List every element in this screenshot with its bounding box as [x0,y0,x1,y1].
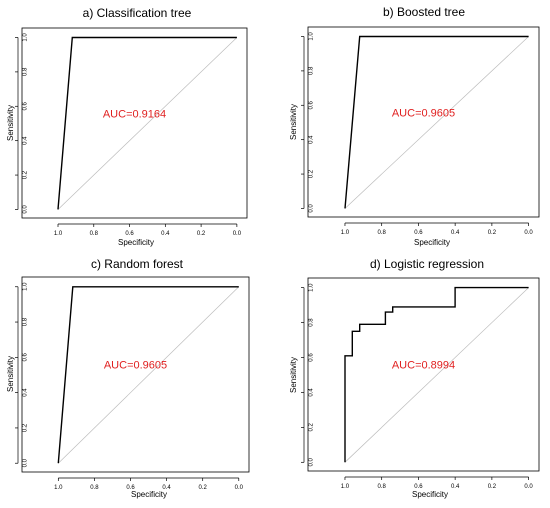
panel-classification-tree: a) Classification tree 1.0 0.8 0.6 0.4 0.2 0.0… [6,6,248,247]
x-tick-label: 0.8 [378,230,387,236]
y-tick-label: 0.4 [309,388,315,397]
y-axis-label: Sensitivity [289,104,298,140]
y-tick-label: 0.0 [23,458,29,467]
y-tick-label: 1.0 [23,282,29,291]
auc-annotation: AUC=0.8994 [392,360,455,372]
y-tick-label: 0.8 [23,317,29,326]
y-tick-label: 0.2 [309,423,315,432]
reference-diagonal [58,286,240,464]
x-axis-label: Specificity [414,238,450,247]
plot-frame [21,276,250,473]
x-tick-label: 0.0 [233,231,242,237]
x-tick-label: 0.2 [488,484,497,490]
x-axis-label: Specificity [118,238,154,247]
y-tick-label: 0.8 [309,318,315,327]
y-axis-label: Sensitivity [289,357,298,393]
roc-curve [344,35,529,209]
x-tick-label: 1.0 [341,484,350,490]
x-tick-label: 0.0 [524,484,533,490]
roc-curve [344,286,529,463]
x-tick-label: 0.2 [197,231,206,237]
x-tick-label: 0.4 [451,230,460,236]
y-tick-label: 0.6 [309,100,315,109]
roc-curve [57,36,237,210]
y-tick-label: 0.4 [23,136,29,145]
x-tick-label: 0.2 [488,230,497,236]
roc-curve [57,286,239,464]
x-tick-label: 0.4 [161,231,170,237]
panel-title: a) Classification tree [83,6,192,20]
y-tick-label: 0.6 [309,353,315,362]
x-tick-label: 1.0 [54,485,63,491]
panel-random-forest: c) Random forest 1.0 0.8 0.6 0.4 0.2 0.0 0.0 0.2… [6,257,250,499]
x-tick-label: 1.0 [341,230,350,236]
y-tick-label: 0.4 [23,388,29,397]
y-tick-label: 1.0 [309,32,315,41]
x-tick-label: 0.4 [451,484,460,490]
auc-annotation: AUC=0.9605 [104,360,167,372]
x-axis-label: Specificity [131,490,167,499]
x-tick-label: 0.6 [125,231,134,237]
y-tick-label: 0.0 [309,457,315,466]
plot-frame [307,26,540,218]
y-axis-label: Sensitivity [6,105,15,141]
y-tick-label: 0.0 [309,204,315,213]
plot-frame [307,277,540,472]
y-tick-label: 0.0 [23,205,29,214]
x-tick-label: 0.8 [378,484,387,490]
x-tick-label: 1.0 [54,231,63,237]
x-axis-label: Specificity [412,490,448,499]
y-tick-label: 0.4 [309,135,315,144]
x-tick-label: 0.6 [414,484,423,490]
y-tick-label: 0.8 [309,66,315,75]
x-tick-label: 0.8 [90,485,99,491]
panel-title: d) Logistic regression [370,257,484,271]
x-tick-label: 0.0 [524,230,533,236]
reference-diagonal [344,36,529,209]
y-tick-label: 0.8 [23,67,29,76]
auc-annotation: AUC=0.9605 [392,107,455,119]
x-tick-label: 0.0 [235,485,244,491]
panel-boosted-tree: b) Boosted tree 1.0 0.8 0.6 0.4 0.2 0.0 0.0 0.2 0… [289,5,540,247]
x-tick-label: 0.6 [126,485,135,491]
panel-logistic-regression: d) Logistic regression 1.0 0.8 0.6 0.4 0.2 0.0… [289,257,540,499]
x-tick-label: 0.4 [162,485,171,491]
x-tick-label: 0.8 [90,231,99,237]
reference-diagonal [344,287,529,463]
y-axis-label: Sensitivity [6,356,15,392]
y-tick-label: 0.2 [23,170,29,179]
y-tick-label: 1.0 [23,33,29,42]
panel-title: c) Random forest [91,257,184,271]
x-tick-label: 0.6 [414,230,423,236]
y-tick-label: 0.6 [23,353,29,362]
y-tick-label: 1.0 [309,283,315,292]
plot-frame [21,27,248,219]
y-tick-label: 0.6 [23,101,29,110]
x-tick-label: 0.2 [199,485,208,491]
auc-annotation: AUC=0.9164 [103,108,166,120]
y-tick-label: 0.2 [309,169,315,178]
y-tick-label: 0.2 [23,423,29,432]
reference-diagonal [57,37,238,210]
panel-title: b) Boosted tree [383,5,465,19]
